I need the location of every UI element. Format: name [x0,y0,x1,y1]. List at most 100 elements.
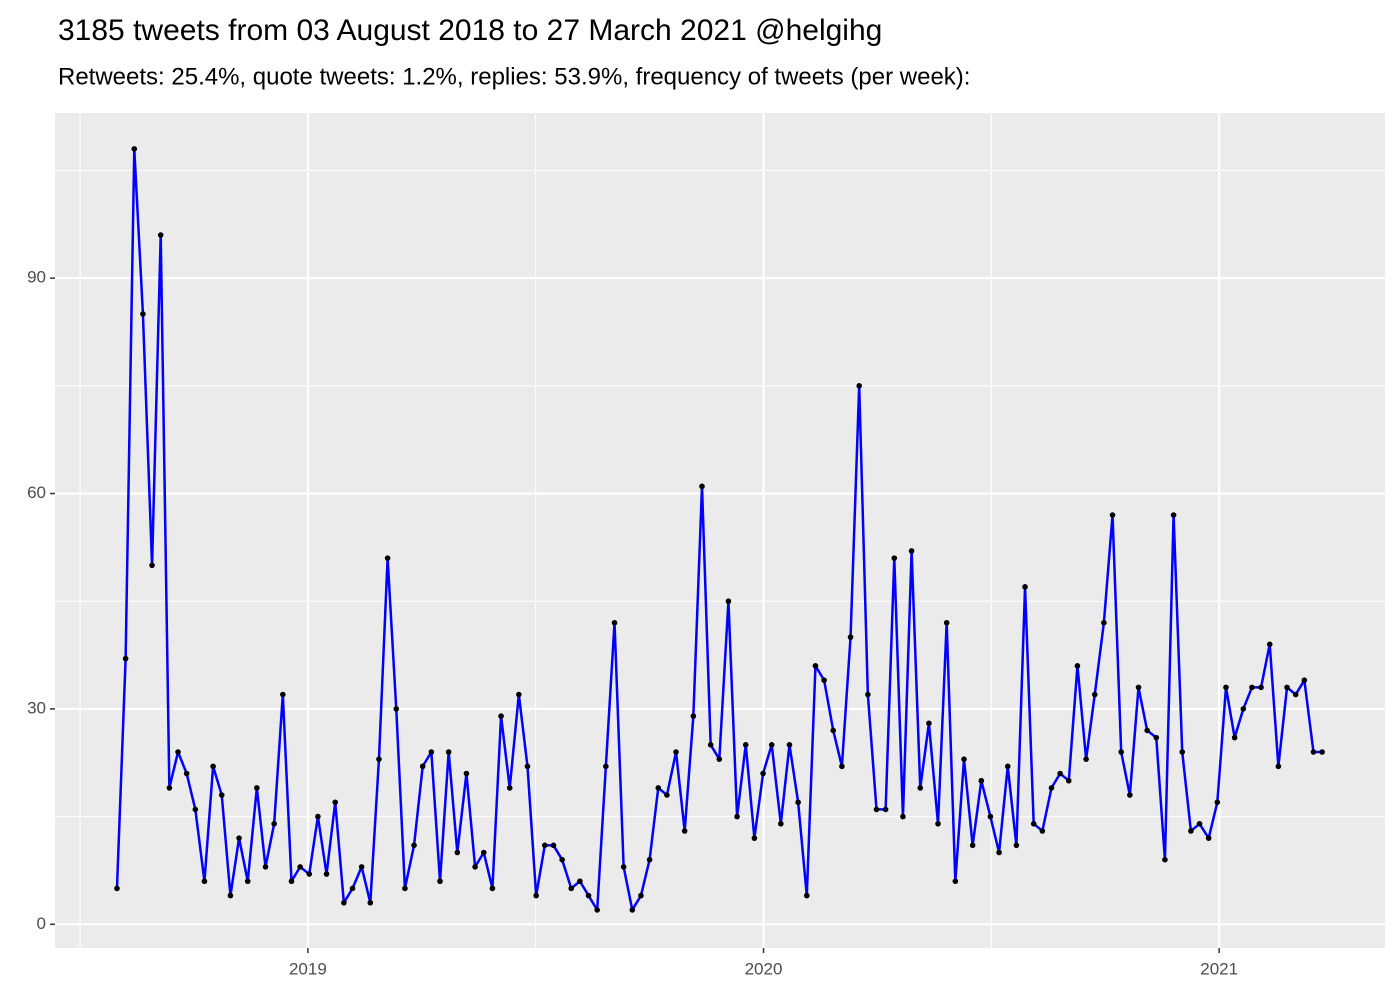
data-point [969,842,976,849]
data-point [638,892,644,899]
data-point [227,892,234,899]
data-point [498,713,504,719]
data-point [655,785,662,791]
data-point [803,892,810,899]
data-point [847,634,854,640]
data-point [1091,691,1098,698]
data-point [865,691,871,698]
data-point [1301,677,1308,683]
data-point [681,828,688,834]
data-point [428,749,435,755]
data-point [297,864,303,870]
data-point [795,799,801,806]
data-point [1118,749,1124,755]
data-point [236,835,242,841]
data-point [961,756,967,762]
data-point [1319,749,1325,755]
data-point [786,742,793,748]
data-point [341,899,347,906]
data-point [454,849,461,856]
data-point [210,763,216,770]
data-point [812,663,819,669]
data-point [402,885,408,892]
data-point [1083,756,1089,762]
data-point [585,892,592,899]
data-point [437,878,443,885]
data-point [1231,734,1238,741]
data-point [358,864,365,870]
data-point [751,835,758,841]
data-point [725,598,732,605]
data-point [629,907,636,913]
data-point [1275,763,1282,770]
data-point [568,885,575,892]
chart-subtitle: Retweets: 25.4%, quote tweets: 1.2%, rep… [58,63,970,90]
data-point [122,655,129,662]
data-point [1039,828,1046,834]
data-point [1135,684,1142,691]
data-point [463,770,470,777]
data-point [778,820,784,827]
data-point [149,562,155,569]
data-point [506,785,513,791]
data-point [1179,749,1186,755]
data-point [1144,727,1150,734]
data-point [987,813,994,820]
data-point [673,749,679,755]
data-point [280,691,286,698]
data-point [716,756,723,762]
data-point [1170,512,1177,518]
data-point [603,763,609,770]
data-point [1258,684,1264,691]
data-point [533,892,539,899]
data-point [376,756,382,762]
data-point [900,813,906,820]
data-point [839,763,845,770]
data-point [349,885,356,892]
x-tick-label: 2020 [745,959,783,978]
data-point [183,770,190,777]
data-point [1292,691,1299,698]
data-point [542,842,548,849]
data-point [480,849,487,856]
data-point [445,749,452,755]
data-point [1101,619,1107,626]
data-point [1196,820,1203,827]
data-point [760,770,766,777]
data-point [550,842,557,849]
data-point [1004,763,1011,770]
data-point [288,878,295,885]
data-point [1249,684,1255,691]
data-point [1127,792,1133,798]
data-point [1048,785,1055,791]
data-point [821,677,827,683]
data-point [935,820,941,827]
data-point [1153,734,1160,741]
data-point [323,871,330,877]
data-point [384,555,391,561]
data-point [140,311,146,317]
data-point [978,777,985,784]
data-point [646,856,653,863]
y-tick-label: 60 [27,483,46,502]
data-point [917,785,924,791]
data-point [271,820,277,827]
data-point [1030,820,1037,827]
data-point [306,871,313,877]
data-point [1310,749,1317,755]
data-point [1162,856,1168,863]
data-point [166,785,173,791]
data-point [1223,684,1229,691]
data-point [943,619,950,626]
data-point [1022,584,1028,590]
data-point [996,849,1002,856]
data-point [699,483,705,490]
y-tick-label: 0 [37,914,46,933]
data-point [1240,706,1247,712]
data-point [891,555,898,561]
data-point [559,856,565,863]
data-point [489,885,496,892]
data-point [664,792,670,798]
x-tick-label: 2021 [1200,959,1238,978]
y-tick-label: 90 [27,268,46,287]
